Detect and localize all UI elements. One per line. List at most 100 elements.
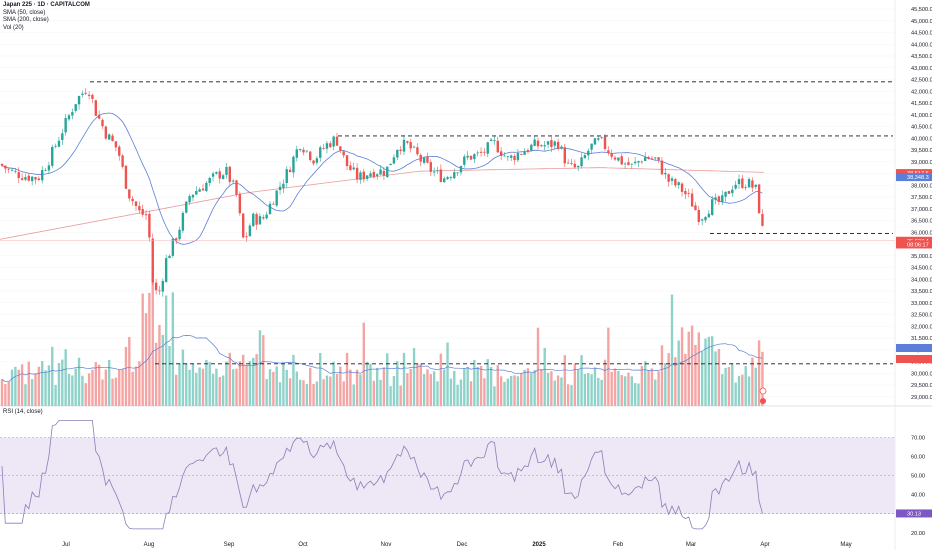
volume-bar: [84, 383, 87, 406]
candle-body: [443, 178, 446, 183]
volume-bar: [34, 373, 37, 406]
volume-bar: [302, 380, 305, 406]
candle-body: [654, 157, 657, 159]
candle-body: [228, 166, 231, 182]
volume-bar: [71, 375, 74, 406]
candle-body: [154, 282, 158, 291]
volume-badge: [896, 355, 932, 363]
candle-body: [623, 163, 627, 165]
candle-body: [520, 153, 523, 155]
candle-body: [603, 136, 607, 150]
volume-bar: [178, 363, 181, 406]
volume-bar: [677, 340, 680, 406]
candle-body: [543, 145, 546, 147]
candle-body: [168, 255, 171, 259]
volume-bar: [650, 368, 654, 406]
volume-bar: [449, 378, 453, 406]
candle-body: [87, 94, 91, 96]
candle-body: [536, 140, 540, 147]
candle-body: [161, 280, 164, 292]
volume-bar: [349, 369, 352, 406]
candle-body: [704, 216, 707, 221]
volume-bar: [479, 366, 483, 406]
candle-body: [188, 196, 191, 203]
candle-body: [560, 146, 563, 149]
candle-body: [432, 171, 436, 173]
candle-body: [570, 162, 573, 164]
volume-bar: [51, 346, 54, 406]
candle-body: [711, 199, 714, 215]
volume-bar: [268, 369, 272, 406]
volume-bar: [309, 367, 312, 406]
candle-body: [295, 149, 298, 158]
price-tick-label: 30,000.0: [911, 371, 932, 377]
price-tick-label: 39,500.0: [911, 148, 932, 154]
volume-bar: [416, 363, 419, 406]
price-tick-label: 33,000.0: [911, 301, 932, 307]
volume-bar: [57, 362, 61, 406]
volume-bar: [406, 373, 409, 406]
volume-bar: [27, 361, 30, 406]
candle-body: [493, 139, 496, 141]
candle-body: [422, 157, 426, 163]
candle-body: [61, 133, 64, 140]
volume-bar: [741, 374, 744, 406]
volume-bar: [583, 373, 587, 406]
volume-bar: [570, 385, 573, 406]
volume-bar: [108, 359, 111, 406]
candle-body: [580, 157, 583, 167]
volume-bar: [439, 353, 443, 406]
volume-bar: [218, 376, 221, 406]
volume-series: [0, 268, 764, 406]
candle-body: [325, 143, 329, 149]
candle-body: [30, 176, 34, 182]
price-tick-label: 29,000.0: [911, 395, 932, 401]
volume-bar: [325, 375, 329, 406]
candle-body: [252, 213, 255, 226]
price-tick-label: 36,000.0: [911, 230, 932, 236]
candle-body: [71, 112, 74, 116]
volume-bar: [141, 293, 144, 406]
time-tick-label: Nov: [381, 542, 392, 548]
price-tick-label: 42,500.0: [911, 78, 932, 84]
volume-bar: [288, 378, 292, 406]
candle-body: [24, 177, 27, 180]
candle-body: [707, 213, 711, 218]
volume-bar: [714, 351, 717, 406]
volume-bar: [674, 357, 677, 406]
candle-body: [191, 194, 195, 198]
volume-bar: [486, 359, 489, 406]
candle-body: [680, 183, 684, 192]
candle-body: [744, 187, 747, 189]
volume-bar: [577, 369, 580, 406]
volume-bar: [530, 372, 533, 406]
candle-body: [466, 155, 469, 158]
candle-body: [134, 201, 138, 207]
candle-body: [342, 151, 345, 156]
candle-body: [198, 189, 201, 192]
candle-body: [282, 183, 285, 189]
volume-bar: [0, 379, 4, 406]
volume-bar: [389, 386, 392, 406]
price-tick-label: 39,000.0: [911, 160, 932, 166]
rsi-badge-label: 30.13: [907, 511, 921, 517]
candle-body: [57, 140, 61, 147]
candle-body: [392, 157, 396, 164]
time-tick-label: Apr: [760, 542, 769, 548]
volume-bar: [412, 348, 416, 406]
volume-bar: [597, 377, 600, 406]
candle-body: [362, 171, 365, 180]
candle-body: [657, 157, 660, 160]
volume-bar: [721, 374, 724, 406]
volume-ma-badge: [896, 344, 932, 352]
candle-body: [81, 93, 84, 95]
volume-bar: [111, 378, 114, 406]
volume-bar: [520, 373, 523, 406]
candle-body: [563, 147, 566, 164]
price-tick-label: 37,500.0: [911, 195, 932, 201]
candle-body: [737, 179, 741, 185]
candle-body: [386, 166, 389, 178]
candle-body: [761, 214, 764, 226]
candle-body: [37, 178, 41, 180]
